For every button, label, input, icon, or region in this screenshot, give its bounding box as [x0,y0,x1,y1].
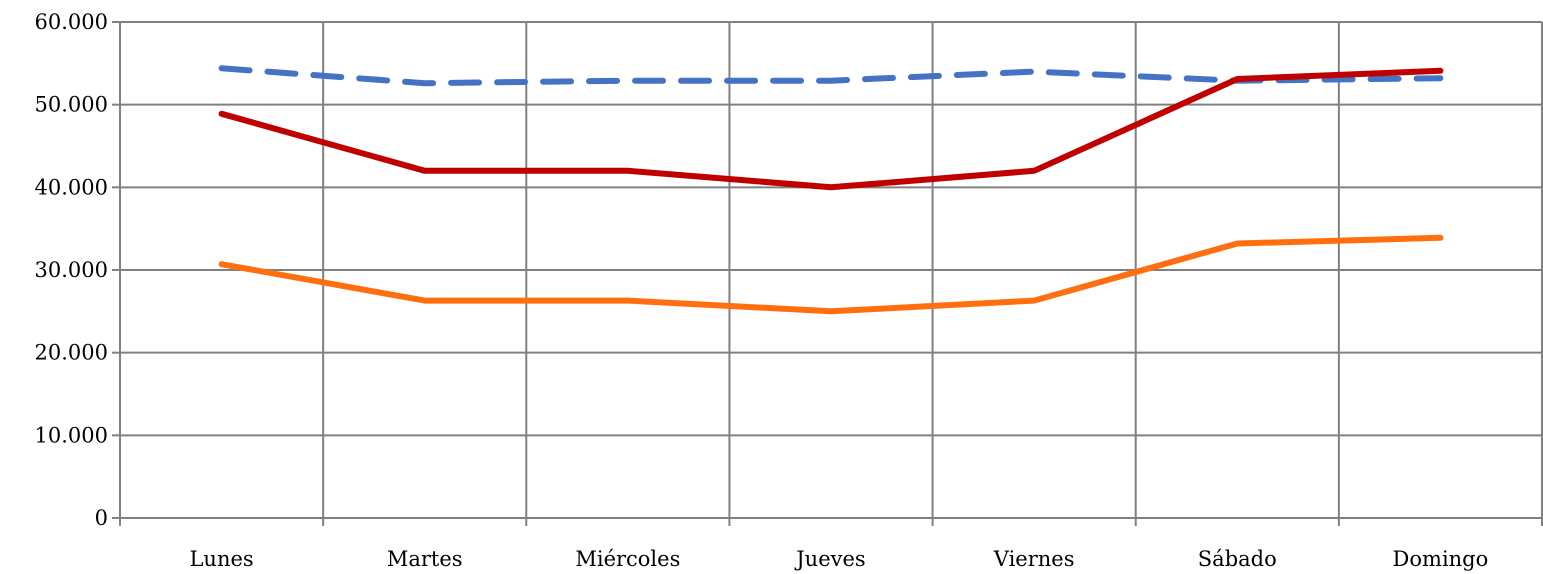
y-axis-tick-labels: 0 10.000 20.000 30.000 40.000 50.000 60.000 [35,10,108,530]
x-tick-label: Domingo [1393,547,1489,571]
y-tick-label: 30.000 [35,258,108,282]
y-tick-label: 20.000 [35,341,108,365]
x-tick-label: Martes [387,547,463,571]
series-lines [218,65,1444,315]
y-tick-label: 50.000 [35,93,108,117]
series-line-2 [218,67,1444,191]
x-tick-label: Viernes [993,547,1075,571]
x-tick-label: Sábado [1198,547,1277,571]
y-tick-label: 0 [95,506,108,530]
y-tick-label: 60.000 [35,10,108,34]
series-line-3 [218,234,1444,315]
y-tick-label: 10.000 [35,423,108,447]
gridlines [120,21,1543,518]
x-axis-tick-labels: Lunes Martes Miércoles Jueves Viernes Sábado D… [189,547,1488,571]
x-tick-label: Jueves [794,547,865,571]
y-tick-label: 40.000 [35,175,108,199]
x-tick-label: Lunes [189,547,253,571]
axes [112,21,1543,526]
x-tick-label: Miércoles [575,547,680,571]
